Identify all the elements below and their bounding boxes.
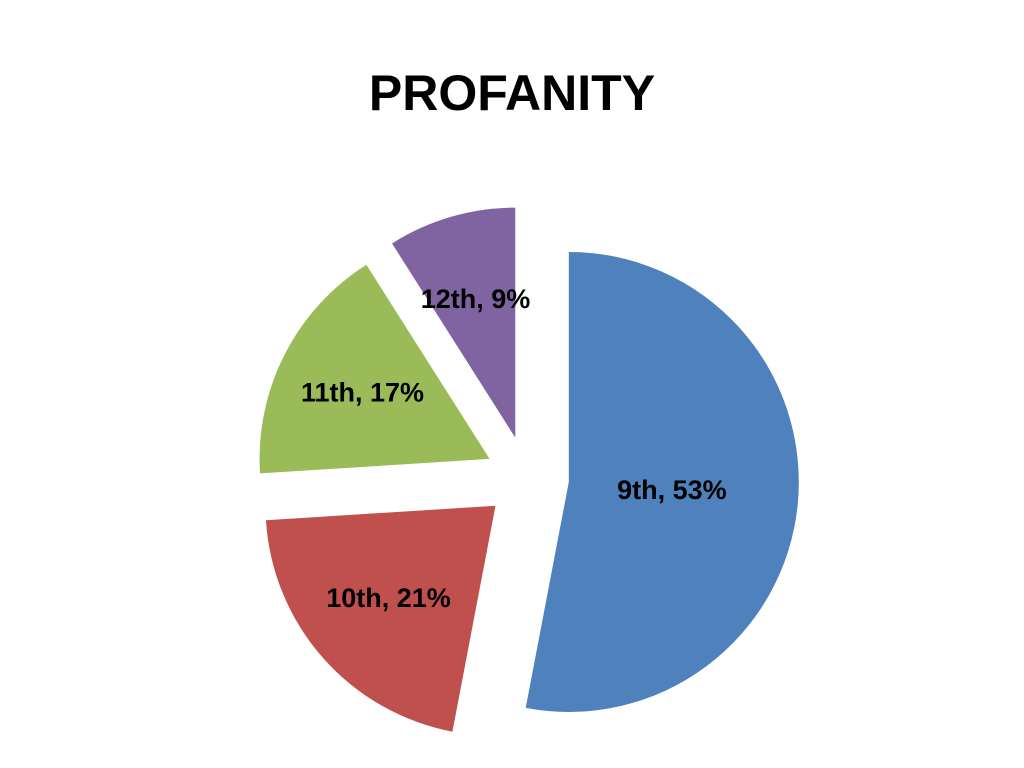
data-label: 11th, 17% — [301, 377, 424, 407]
data-label: 12th, 9% — [421, 284, 531, 314]
data-label: 9th, 53% — [617, 475, 727, 505]
pie-slice: 9th — [525, 251, 799, 712]
chart-title: PROFANITY — [369, 65, 655, 121]
pie-slice: 11th — [259, 264, 490, 474]
pie-slice: 10th — [265, 505, 496, 732]
pie-slice: 12th — [392, 207, 516, 438]
data-label: 10th, 21% — [326, 583, 451, 613]
